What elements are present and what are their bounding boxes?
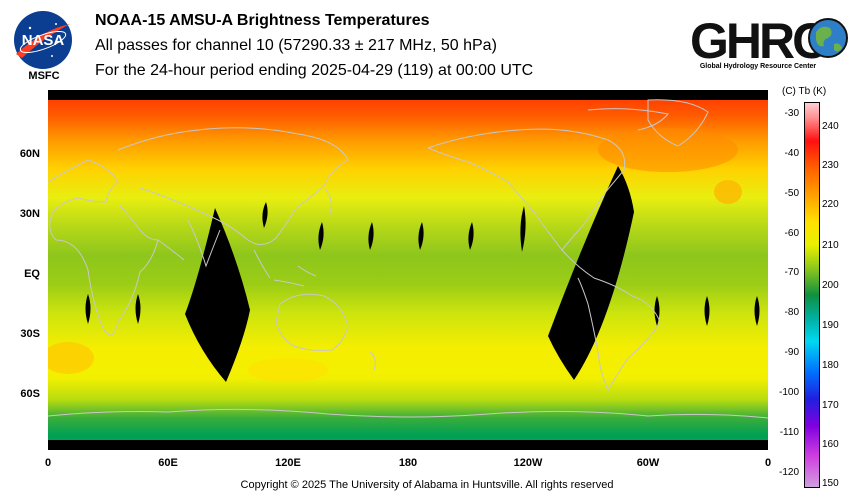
colorbar-c-tick: -80 — [784, 307, 799, 318]
lon-label-120e: 120E — [275, 457, 301, 469]
colorbar-k-tick: 200 — [822, 280, 839, 291]
warm-region — [598, 128, 738, 172]
colorbar-k-tick: 180 — [822, 360, 839, 371]
swath-gap — [185, 208, 250, 382]
swath-gap — [368, 222, 374, 250]
ghrc-subtitle: Global Hydrology Resource Center — [699, 63, 817, 70]
nasa-logo: NASA — [14, 11, 72, 69]
swath-gap — [704, 296, 710, 326]
coastlines — [48, 99, 768, 419]
swath-gap — [754, 296, 760, 326]
lon-label-0: 0 — [44, 457, 52, 469]
nasa-logo-text: NASA — [22, 32, 65, 49]
colorbar-k-tick: 240 — [822, 121, 839, 132]
colorbar-c-tick: -70 — [784, 267, 799, 278]
lon-label-60w: 60W — [636, 457, 660, 469]
colorbar-k-tick: 230 — [822, 160, 839, 171]
warm-region — [248, 358, 328, 382]
colorbar-c-tick: -50 — [784, 188, 799, 199]
colorbar-c-tick: -100 — [778, 387, 799, 398]
colorbar-k-tick: 160 — [822, 439, 839, 450]
lon-label-120w: 120W — [513, 457, 543, 469]
swath-gap — [135, 294, 141, 324]
lat-label-60n: 60N — [19, 148, 40, 160]
colorbar-c-tick: -30 — [784, 108, 799, 119]
colorbar — [804, 102, 820, 488]
swath-gap — [418, 222, 424, 250]
swath-gap — [468, 222, 474, 250]
colorbar-c-tick: -120 — [778, 467, 799, 478]
lat-label-60s: 60S — [20, 388, 40, 400]
swath-gap — [520, 206, 526, 252]
no-data-band-north — [48, 90, 768, 100]
colorbar-k-tick: 210 — [822, 240, 839, 251]
brightness-map — [48, 90, 768, 450]
chart-title: NOAA-15 AMSU-A Brightness Temperatures — [95, 12, 430, 29]
swath-gap — [548, 166, 634, 380]
msfc-label: MSFC — [28, 70, 60, 82]
chart-subtitle: All passes for channel 10 (57290.33 ± 21… — [95, 37, 497, 54]
swath-gap — [85, 294, 91, 324]
colorbar-k-tick: 150 — [822, 478, 839, 489]
colorbar-c-tick: -60 — [784, 228, 799, 239]
ghrc-logo: GHRC — [690, 13, 848, 69]
swath-gap — [318, 222, 324, 250]
no-data-band-south — [48, 440, 768, 450]
warm-region — [48, 342, 94, 374]
colorbar-k-tick: 190 — [822, 320, 839, 331]
colorbar-c-tick: -90 — [784, 347, 799, 358]
colorbar-c-tick: -40 — [784, 148, 799, 159]
ghrc-logo-text: GHRC — [690, 13, 827, 69]
lat-label-30n: 30N — [19, 208, 40, 220]
colorbar-header: (C) Tb (K) — [782, 86, 827, 97]
period-text: For the 24-hour period ending 2025-04-29… — [95, 62, 534, 79]
swath-gap — [262, 202, 268, 228]
lon-label-60e: 60E — [158, 457, 178, 469]
colorbar-k-tick: 220 — [822, 199, 839, 210]
lat-label-30s: 30S — [20, 328, 40, 340]
warm-region — [714, 180, 742, 204]
lon-label-0-east: 0 — [764, 457, 772, 469]
copyright-notice: Copyright © 2025 The University of Alaba… — [240, 479, 614, 491]
lat-label-eq: EQ — [24, 268, 40, 280]
colorbar-k-tick: 170 — [822, 400, 839, 411]
colorbar-c-tick: -110 — [779, 427, 799, 438]
lon-label-180: 180 — [398, 457, 418, 469]
